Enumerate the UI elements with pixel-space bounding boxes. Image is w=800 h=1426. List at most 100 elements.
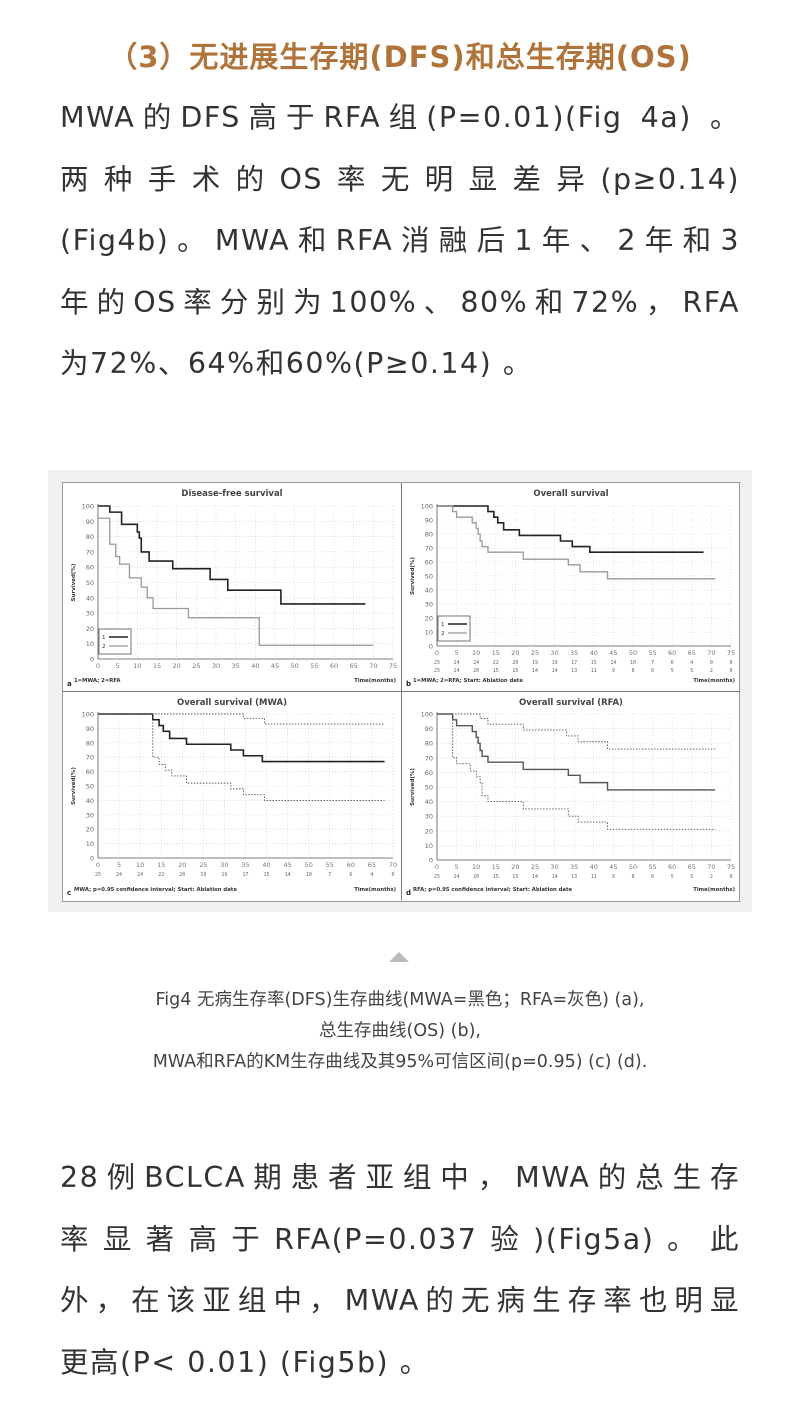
y-tick-label: 40 — [425, 798, 433, 806]
at-risk-count: 7 — [651, 660, 654, 666]
y-tick-label: 20 — [86, 826, 94, 834]
x-tick-label: 45 — [609, 863, 617, 871]
y-tick-label: 100 — [82, 503, 94, 511]
at-risk-count: 15 — [493, 668, 499, 674]
x-tick-label: 0 — [96, 662, 100, 670]
at-risk-count: 9 — [612, 668, 615, 674]
at-risk-count: 11 — [591, 668, 597, 674]
panel-letter: a — [67, 680, 72, 688]
x-tick-label: 70 — [707, 649, 715, 657]
panel-c-os-mwa-chart: Overall survival (MWA) 0 10 20 30 40 50 60 70 80 9… — [63, 691, 401, 900]
at-risk-count: 15 — [264, 872, 270, 878]
chart-svg: Overall survival (MWA)010203040506070809… — [67, 698, 397, 897]
at-risk-count: 19 — [532, 660, 538, 666]
x-tick-label: 70 — [369, 662, 377, 670]
y-tick-label: 50 — [86, 783, 94, 791]
x-tick-label: 10 — [133, 662, 141, 670]
at-risk-count: 25 — [434, 668, 440, 674]
survival-curve-dotted-1 — [437, 713, 716, 750]
x-tick-label: 40 — [262, 861, 270, 869]
x-tick-label: 25 — [199, 861, 207, 869]
at-risk-count: 14 — [532, 668, 538, 674]
y-tick-label: 30 — [425, 601, 433, 609]
at-risk-count: 2 — [710, 668, 713, 674]
x-tick-label: 65 — [368, 861, 376, 869]
at-risk-count: 20 — [473, 874, 479, 880]
at-risk-count: 0 — [729, 874, 732, 880]
x-tick-label: 45 — [284, 861, 292, 869]
x-axis-label: Time(months) — [693, 887, 735, 893]
at-risk-count: 4 — [690, 660, 693, 666]
legend-label: 2 — [441, 631, 445, 637]
survival-curve-dotted-2 — [437, 713, 716, 830]
paragraph-1: MWA的DFS高于RFA组(P=0.01)(Fig 4a) 。 两种手术的OS率… — [60, 87, 740, 395]
chart-footnote: MWA; p=0.95 confidence interval; Start: … — [74, 887, 237, 893]
y-tick-label: 90 — [425, 725, 433, 733]
figure-caption: Fig4 无病生存率(DFS)生存曲线(MWA=黑色；RFA=灰色) (a), … — [0, 985, 800, 1078]
at-risk-count: 5 — [690, 668, 693, 674]
legend-box — [98, 628, 132, 655]
text-line: 两种手术的OS率无明显差异(p≥0.14) — [60, 162, 740, 196]
survival-curve-dotted-1 — [98, 713, 385, 725]
x-tick-label: 60 — [330, 662, 338, 670]
x-tick-label: 75 — [727, 863, 735, 871]
at-risk-count: 15 — [512, 874, 518, 880]
x-tick-label: 30 — [220, 861, 228, 869]
y-tick-label: 30 — [86, 610, 94, 618]
y-axis-label: Survived(%) — [71, 563, 77, 601]
legend-label: 2 — [102, 644, 106, 650]
chart-footnote: 1=MWA; 2=RFA; Start: Ablation date — [413, 678, 523, 684]
text-line: (Fig4b)。MWA和RFA消融后1年、2年和3 — [60, 224, 740, 257]
at-risk-count: 25 — [95, 872, 101, 878]
y-tick-label: 70 — [86, 548, 94, 556]
x-tick-label: 0 — [96, 861, 100, 869]
x-tick-label: 40 — [251, 662, 259, 670]
survival-curve-1-0 — [98, 505, 366, 605]
x-tick-label: 70 — [389, 861, 397, 869]
x-tick-label: 15 — [157, 861, 165, 869]
y-tick-label: 0 — [90, 656, 94, 664]
at-risk-count: 6 — [671, 660, 674, 666]
x-tick-label: 30 — [550, 863, 558, 871]
y-tick-label: 80 — [425, 740, 433, 748]
x-tick-label: 20 — [511, 863, 519, 871]
chart-footnote: 1=MWA; 2=RFA — [74, 678, 121, 684]
figure-frame: Disease-free survival 0 10 20 30 40 50 60 70 80 90… — [62, 482, 740, 902]
at-risk-count: 2 — [710, 874, 713, 880]
y-tick-label: 40 — [86, 797, 94, 805]
x-tick-label: 35 — [241, 861, 249, 869]
legend-label: 1 — [102, 635, 106, 641]
x-tick-label: 10 — [472, 649, 480, 657]
y-tick-label: 70 — [425, 545, 433, 553]
at-risk-count: 0 — [729, 668, 732, 674]
y-tick-label: 20 — [425, 615, 433, 623]
chart-svg: Disease-free survival0102030405060708090… — [67, 489, 397, 688]
at-risk-count: 25 — [434, 660, 440, 666]
at-risk-count: 24 — [116, 872, 122, 878]
caption-triangle-icon — [389, 952, 409, 962]
y-tick-label: 40 — [86, 594, 94, 602]
x-tick-label: 35 — [232, 662, 240, 670]
x-tick-label: 45 — [271, 662, 279, 670]
y-tick-label: 50 — [425, 573, 433, 581]
x-tick-label: 10 — [472, 863, 480, 871]
text-line: 更高(P< 0.01) (Fig5b) 。 — [60, 1345, 430, 1379]
survival-curve-solid-black-0 — [98, 713, 385, 763]
y-tick-label: 10 — [425, 842, 433, 850]
at-risk-count: 5 — [690, 874, 693, 880]
panel-letter: c — [67, 889, 71, 897]
y-tick-label: 40 — [425, 587, 433, 595]
chart-svg: Overall survival (RFA)010203040506070809… — [406, 698, 735, 897]
at-risk-count: 17 — [571, 660, 577, 666]
at-risk-count: 19 — [200, 872, 206, 878]
at-risk-count: 8 — [631, 668, 634, 674]
x-tick-label: 60 — [347, 861, 355, 869]
x-axis-label: Time(months) — [354, 678, 396, 684]
y-tick-label: 70 — [425, 754, 433, 762]
at-risk-count: 22 — [158, 872, 164, 878]
y-tick-label: 10 — [86, 640, 94, 648]
at-risk-count: 25 — [434, 874, 440, 880]
y-tick-label: 80 — [86, 533, 94, 541]
panel-a-dfs-chart: Disease-free survival 0 10 20 30 40 50 60 70 80 90… — [63, 483, 401, 691]
x-axis-label: Time(months) — [693, 678, 735, 684]
